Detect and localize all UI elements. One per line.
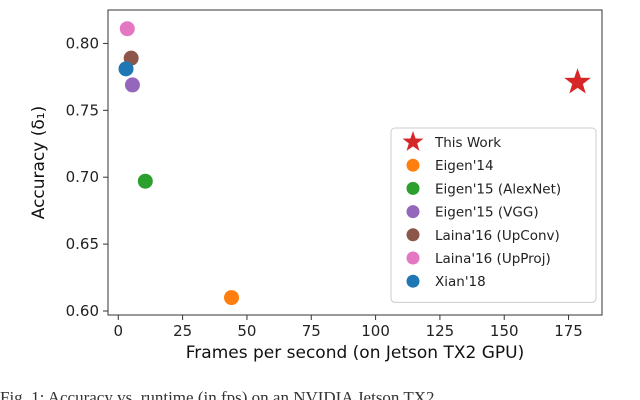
x-axis-ticks: 0 25 50 75 100 125 150 175 [114,315,583,340]
legend-marker [406,158,420,172]
legend-label: Eigen'14 [435,158,494,174]
legend-label: Laina'16 (UpProj) [435,251,551,267]
figure-caption: Fig. 1: Accuracy vs. runtime (in fps) on… [0,388,435,400]
x-tick-label: 125 [426,322,455,340]
x-axis-label: Frames per second (on Jetson TX2 GPU) [186,343,524,363]
y-axis-ticks: 0.60 0.65 0.70 0.75 0.80 [66,34,108,320]
data-point [119,21,135,37]
x-tick-label: 25 [173,322,192,340]
y-tick-label: 0.60 [66,302,99,320]
data-point [224,290,239,306]
legend-box [390,127,597,303]
legend-label: Laina'16 (UpConv) [435,228,560,244]
y-tick-label: 0.80 [66,34,99,52]
legend-marker [406,274,420,288]
legend-marker [406,181,420,195]
x-tick-label: 175 [554,322,583,340]
y-tick-label: 0.70 [66,168,99,186]
legend-label: Eigen'15 (AlexNet) [435,181,561,197]
scatter-chart: 0 25 50 75 100 125 150 175 0.60 0.65 0.70 0.75 0.80… [29,9,603,363]
legend-marker [406,205,420,219]
legend-label: Eigen'15 (VGG) [435,205,539,221]
y-axis-label: Accuracy (δ₁) [29,106,49,220]
y-tick-label: 0.65 [66,235,99,253]
legend-label: This Work [434,135,501,151]
legend-label: Xian'18 [435,274,486,290]
data-point [124,77,140,93]
data-point [118,61,134,77]
data-point-star [564,68,591,94]
legend-marker [406,251,420,265]
data-point [137,173,153,189]
legend-marker [406,228,420,242]
x-tick-label: 150 [490,322,519,340]
y-tick-label: 0.75 [66,101,99,119]
x-tick-label: 0 [114,322,124,340]
x-tick-label: 100 [361,322,390,340]
legend-marker-star [402,131,424,151]
legend: This Work Eigen'14 Eigen'15 (AlexNet) Eigen… [390,127,597,303]
x-tick-label: 75 [302,322,321,340]
data-points [118,21,591,306]
plot-frame [107,9,603,316]
x-tick-label: 50 [237,322,256,340]
